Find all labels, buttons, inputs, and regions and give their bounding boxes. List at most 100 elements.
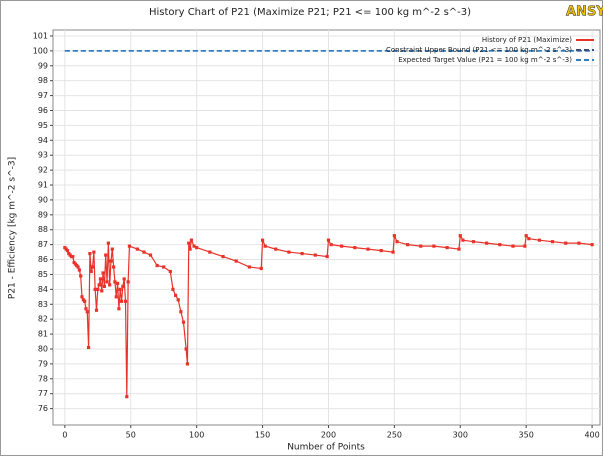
point	[83, 299, 87, 303]
point	[106, 241, 110, 245]
x-axis-label: Number of Points	[287, 443, 365, 453]
point	[168, 269, 172, 274]
point	[104, 253, 108, 257]
y-tick-label: 94	[38, 136, 48, 145]
x-tick-label: 200	[321, 431, 336, 440]
point	[192, 244, 196, 248]
point	[176, 298, 180, 302]
point	[498, 243, 502, 247]
point	[300, 251, 304, 256]
point	[118, 287, 122, 291]
y-tick-label: 78	[38, 374, 48, 383]
point	[173, 293, 178, 297]
point	[80, 295, 84, 299]
x-tick-label: 0	[62, 431, 67, 440]
point	[171, 287, 175, 291]
point	[84, 307, 88, 311]
point	[93, 287, 97, 291]
point	[113, 280, 117, 284]
point	[234, 259, 238, 263]
point	[117, 307, 121, 311]
point	[445, 246, 449, 250]
y-tick-label: 79	[38, 359, 48, 368]
legend-text: History of P21 (Maximize)	[482, 36, 572, 44]
point	[189, 238, 193, 242]
point	[550, 240, 555, 244]
point	[89, 269, 93, 274]
point	[76, 265, 80, 269]
point	[179, 310, 183, 314]
y-tick-label: 101	[33, 31, 48, 40]
point	[109, 259, 113, 263]
legend-text: Constraint Upper Bound (P21 <= 100 kg m^…	[386, 46, 572, 54]
point	[119, 299, 124, 303]
point	[155, 263, 159, 268]
y-axis-label: P21 - Efficiency [kg m^-2 s^-3]	[8, 157, 18, 299]
point	[181, 320, 186, 324]
point	[94, 308, 99, 312]
logo: ANSYS	[566, 5, 603, 20]
point	[112, 265, 116, 269]
point	[79, 274, 83, 278]
point	[97, 283, 101, 287]
x-tick-label: 250	[387, 431, 402, 440]
point	[108, 283, 112, 287]
point	[485, 241, 489, 245]
x-tick-label: 400	[584, 431, 599, 440]
point	[590, 243, 594, 247]
point	[432, 244, 436, 248]
point	[125, 395, 129, 399]
point	[395, 240, 399, 244]
point	[511, 244, 515, 248]
point	[96, 287, 100, 291]
series-line	[64, 233, 593, 397]
point	[340, 244, 344, 248]
y-tick-label: 92	[38, 166, 48, 175]
y-tick-label: 88	[38, 225, 48, 234]
point	[122, 277, 126, 281]
x-tick-label: 300	[453, 431, 468, 440]
y-tick-label: 100	[33, 46, 48, 55]
point	[100, 289, 104, 293]
point	[523, 244, 527, 248]
point	[105, 280, 109, 284]
y-tick-label: 84	[38, 285, 48, 294]
point	[142, 250, 146, 254]
x-tick-label: 150	[255, 431, 270, 440]
point	[391, 250, 395, 254]
chart-title: History Chart of P21 (Maximize P21; P21 …	[149, 7, 471, 18]
y-tick-label: 89	[38, 210, 48, 219]
point	[135, 247, 139, 251]
point	[110, 247, 114, 251]
point	[92, 250, 96, 254]
y-tick-label: 95	[38, 121, 48, 130]
y-tick-label: 96	[38, 106, 48, 115]
y-tick-label: 80	[38, 344, 48, 353]
point	[419, 244, 423, 248]
y-tick-label: 86	[38, 255, 48, 264]
point	[247, 265, 251, 269]
y-tick-label: 85	[38, 270, 48, 279]
point	[187, 241, 191, 245]
point	[329, 243, 333, 247]
y-tick-label: 77	[38, 389, 48, 398]
point	[458, 234, 462, 238]
point	[102, 284, 107, 288]
point	[326, 238, 331, 242]
point	[259, 266, 263, 271]
point	[98, 277, 103, 281]
point	[148, 253, 153, 257]
point	[115, 281, 120, 285]
y-tick-label: 99	[38, 61, 48, 70]
point	[65, 249, 70, 253]
point	[392, 234, 396, 238]
point	[71, 254, 75, 259]
point	[77, 268, 81, 272]
point	[86, 345, 91, 350]
point	[564, 241, 568, 245]
y-tick-label: 82	[38, 315, 48, 324]
point	[287, 250, 291, 254]
point	[195, 246, 199, 250]
y-tick-label: 91	[38, 181, 48, 190]
y-tick-label: 98	[38, 76, 48, 85]
